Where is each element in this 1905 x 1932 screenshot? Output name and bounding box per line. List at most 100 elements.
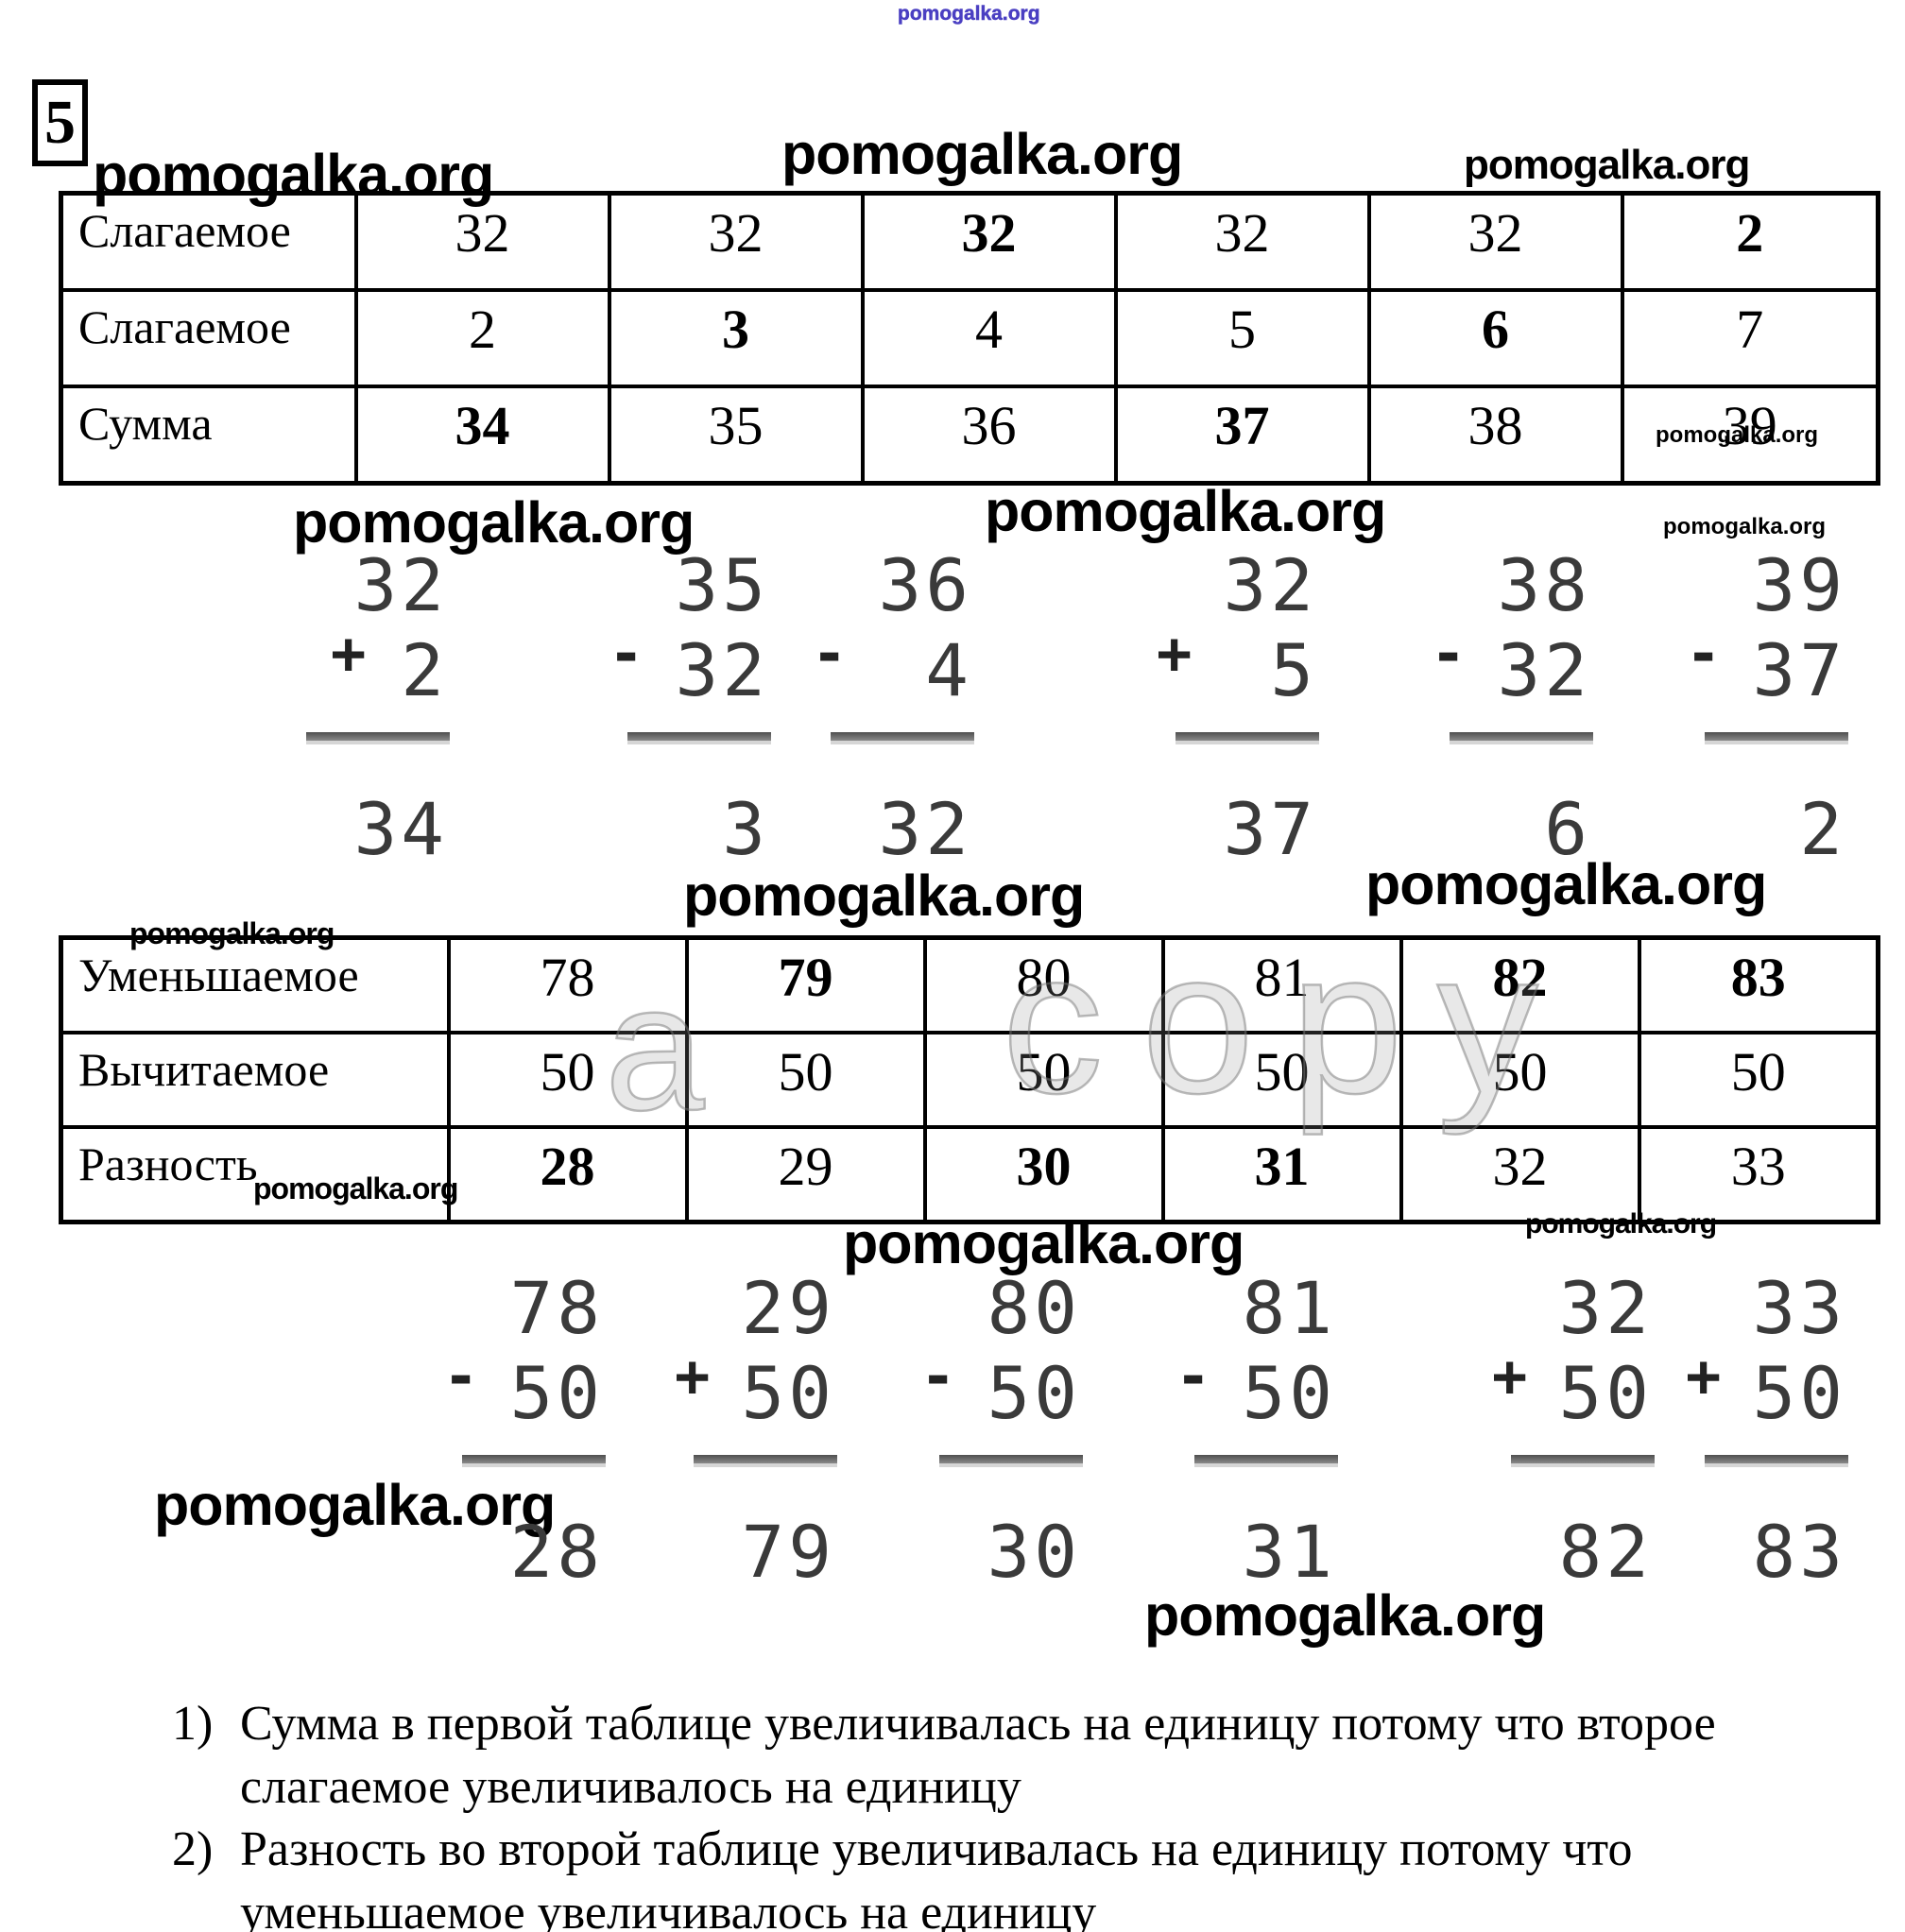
table-cell: 32 [1366,191,1624,292]
answer-item-number: 1) [172,1697,214,1751]
table-cell: 78 [446,935,689,1034]
calc-rule [462,1455,606,1463]
answer-line: уменьшаемое увеличивалось на единицу [240,1886,1097,1932]
operator-sign: - [1431,619,1467,688]
calc-bottom-number: 37 [1752,628,1846,712]
table-cell: 82 [1399,935,1641,1034]
site-watermark: pomogalka.org [293,490,695,555]
site-watermark: pomogalka.org [898,3,1040,26]
calc-bottom-number: 50 [1558,1351,1653,1435]
calc-rule [1705,1455,1848,1463]
column-calc: - 36 4 32 [798,543,978,865]
operator-sign: + [675,1342,711,1411]
site-watermark: pomogalka.org [253,1171,458,1205]
table-cell: 7 [1620,288,1880,388]
calc-rule [627,732,771,741]
operator-sign: + [1157,619,1193,688]
table-cell: 50 [446,1031,689,1129]
calc-result: 34 [353,787,448,871]
calc-bottom-number: 50 [509,1351,604,1435]
column-calc: - 38 32 6 [1417,543,1597,871]
table-cell: 28 [446,1125,689,1224]
site-watermark: pomogalka.org [1663,514,1827,539]
calc-top-number: 32 [1558,1266,1653,1350]
site-watermark: pomogalka.org [1656,422,1819,448]
table-cell: 39 [1620,385,1880,486]
calc-top-number: 36 [878,543,972,627]
table-cell: 2 [1620,191,1880,292]
answer-line: Сумма в первой таблице увеличивалась на … [240,1697,1716,1751]
calc-rule [1705,732,1848,741]
addition-table: Слагаемое 32 32 32 32 32 2 Слагаемое 2 3… [59,191,1880,486]
table-row: Вычитаемое 50 50 50 50 50 50 [59,1031,1880,1129]
table-cell: 5 [1113,288,1371,388]
site-watermark: pomogalka.org [683,863,1085,928]
site-watermark: pomogalka.org [154,1473,556,1537]
column-calc: + 32 2 34 [274,543,454,871]
calc-top-number: 80 [987,1266,1081,1350]
calc-result: 6 [1544,787,1591,871]
operator-sign: - [609,619,644,688]
answer-item-number: 2) [172,1822,214,1876]
table-cell: 31 [1160,1125,1403,1224]
calc-bottom-number: 32 [1497,628,1591,712]
table-cell: 38 [1366,385,1624,486]
calc-rule [1511,1455,1655,1463]
operator-sign: - [443,1342,479,1411]
table-cell: 79 [684,935,927,1034]
calc-rule [694,1455,837,1463]
calc-top-number: 33 [1752,1266,1846,1350]
calc-result: 30 [987,1510,1081,1594]
site-watermark: pomogalka.org [1365,852,1767,916]
operator-sign: - [1176,1342,1211,1411]
operator-sign: + [331,619,367,688]
table-cell: 36 [860,385,1118,486]
table-cell: 32 [1399,1125,1641,1224]
calc-bottom-number: 5 [1270,628,1317,712]
calc-top-number: 35 [675,543,769,627]
calc-top-number: 39 [1752,543,1846,627]
calc-result: 83 [1752,1510,1846,1594]
calc-result: 37 [1223,787,1317,871]
calc-top-number: 78 [509,1266,604,1350]
site-watermark: pomogalka.org [843,1211,1244,1275]
table-cell: 4 [860,288,1118,388]
calc-result: 82 [1558,1510,1653,1594]
row-label: Слагаемое [59,191,358,292]
row-label: Разность [59,1125,451,1224]
row-label: Сумма [59,385,358,486]
operator-sign: - [812,619,848,688]
table-cell: 35 [607,385,865,486]
site-watermark: pomogalka.org [129,916,335,950]
table-cell: 3 [607,288,865,388]
site-watermark: pomogalka.org [1144,1583,1546,1648]
table-cell: 29 [684,1125,927,1224]
task-number: 5 [44,88,76,157]
row-label: Уменьшаемое [59,935,451,1034]
table-cell: 32 [860,191,1118,292]
calc-rule [939,1455,1083,1463]
table-cell: 2 [353,288,611,388]
column-calc: - 78 50 28 [430,1266,609,1588]
calc-result: 31 [1242,1510,1336,1594]
task-number-box: 5 [32,79,88,166]
table-cell: 80 [922,935,1165,1034]
table-cell: 33 [1637,1125,1880,1224]
column-calc: + 32 50 82 [1479,1266,1658,1594]
operator-sign: + [1686,1342,1722,1411]
column-calc: + 29 50 79 [661,1266,841,1588]
column-calc: - 81 50 31 [1162,1266,1342,1594]
site-watermark: pomogalka.org [781,122,1183,186]
calc-bottom-number: 4 [925,628,972,712]
table-cell: 37 [1113,385,1371,486]
table-cell: 34 [353,385,611,486]
calc-bottom-number: 50 [1752,1351,1846,1435]
table-cell: 50 [1160,1031,1403,1129]
calc-top-number: 38 [1497,543,1591,627]
table-row: Сумма 34 35 36 37 38 39 [59,385,1880,486]
calc-bottom-number: 50 [1242,1351,1336,1435]
calc-rule [831,732,974,741]
calc-bottom-number: 50 [987,1351,1081,1435]
column-calc: + 32 5 37 [1143,543,1323,871]
column-calc: - 35 32 3 [595,543,775,865]
